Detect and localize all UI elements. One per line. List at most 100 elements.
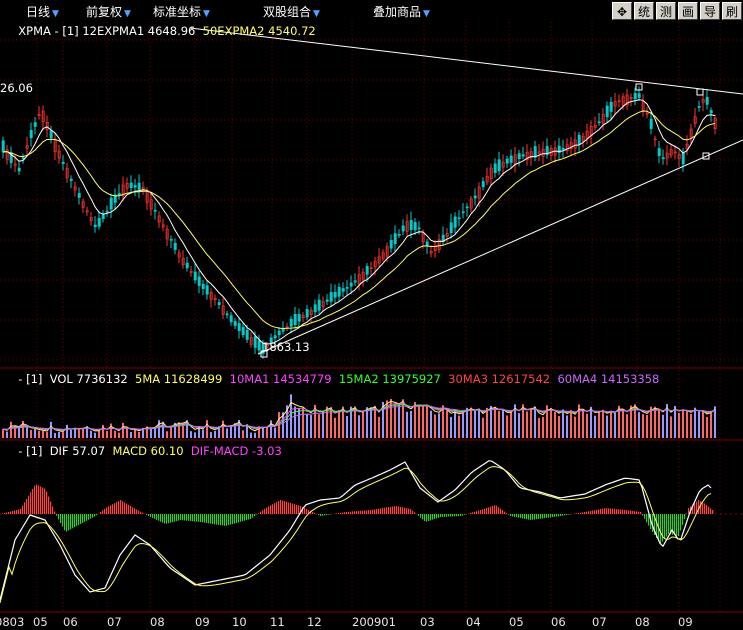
macd-bar bbox=[492, 506, 494, 514]
macd-bar bbox=[118, 501, 120, 514]
export-button[interactable]: 导 bbox=[700, 2, 720, 20]
main-panel-header: XPMA - [1] 12EXPMA1 4648.96 50EXPMA2 454… bbox=[0, 24, 327, 38]
trend-anchor[interactable] bbox=[635, 83, 643, 91]
candle bbox=[481, 181, 485, 188]
volume-bar bbox=[374, 405, 376, 438]
candle bbox=[97, 218, 101, 227]
candle bbox=[141, 187, 145, 190]
macd-bar bbox=[348, 511, 350, 514]
macd-bar bbox=[366, 510, 368, 514]
volume-bar bbox=[138, 431, 140, 438]
stock-chart[interactable]: 26.06 1863.13 XPMA - [1] 12EXPMA1 4648.9… bbox=[0, 22, 743, 630]
period-menu[interactable]: 日线 ▼ bbox=[26, 5, 59, 19]
refresh-button[interactable]: 刷 bbox=[722, 2, 742, 20]
adjust-menu[interactable]: 前复权 ▼ bbox=[86, 5, 131, 19]
time-axis-label: 200901 bbox=[352, 615, 396, 629]
macd-bar bbox=[208, 514, 210, 524]
stats-button[interactable]: 统 bbox=[634, 2, 654, 20]
macd-bar bbox=[246, 514, 248, 521]
volume-bar bbox=[338, 410, 340, 438]
macd-bar bbox=[176, 514, 178, 522]
macd-bar bbox=[272, 504, 274, 514]
macd-bar bbox=[110, 505, 112, 514]
volume-bar bbox=[570, 410, 572, 438]
macd-bar bbox=[418, 514, 420, 516]
macd-bar bbox=[490, 506, 492, 514]
candle bbox=[29, 130, 33, 139]
volume-bar bbox=[330, 407, 332, 438]
candle bbox=[217, 302, 221, 305]
volume-bar bbox=[322, 411, 324, 438]
volume-bar bbox=[346, 415, 348, 438]
macd-bar bbox=[562, 514, 564, 516]
macd-bar bbox=[22, 505, 24, 514]
volume-bar bbox=[142, 427, 144, 438]
candle bbox=[689, 128, 693, 138]
macd-bar bbox=[294, 504, 296, 514]
volume-bar bbox=[686, 411, 688, 438]
macd-bar bbox=[448, 514, 450, 517]
move-cross-icon[interactable]: ✥ bbox=[612, 2, 632, 20]
macd-bar bbox=[638, 511, 640, 514]
trend-anchor[interactable] bbox=[260, 350, 268, 358]
volume-bar bbox=[158, 420, 160, 438]
volume-bar bbox=[590, 406, 592, 438]
macd-bar bbox=[238, 514, 240, 523]
volume-bar bbox=[518, 413, 520, 438]
volume-bar bbox=[42, 430, 44, 438]
volume-bar bbox=[582, 409, 584, 438]
axis-menu[interactable]: 标准坐标 ▼ bbox=[153, 5, 210, 19]
trend-anchor[interactable] bbox=[702, 152, 710, 160]
volume-bar bbox=[362, 411, 364, 438]
volume-bar bbox=[454, 410, 456, 438]
macd-bar bbox=[282, 500, 284, 514]
candle bbox=[205, 285, 209, 295]
candle bbox=[321, 301, 325, 308]
candle bbox=[497, 159, 501, 172]
dual-stock-menu[interactable]: 双股组合 ▼ bbox=[263, 5, 320, 19]
macd-bar bbox=[354, 511, 356, 514]
volume-bar bbox=[382, 401, 384, 438]
volume-bar bbox=[354, 406, 356, 438]
candle bbox=[293, 313, 297, 326]
volume-bar bbox=[506, 415, 508, 438]
volume-bar bbox=[102, 424, 104, 438]
volume-bar bbox=[714, 406, 716, 438]
candle bbox=[661, 157, 665, 160]
candle bbox=[357, 274, 361, 285]
candle bbox=[153, 209, 157, 212]
candle bbox=[49, 130, 53, 138]
macd-bar bbox=[516, 514, 518, 518]
candle bbox=[117, 192, 121, 196]
macd-bar bbox=[438, 514, 440, 518]
draw-button[interactable]: 画 bbox=[678, 2, 698, 20]
macd-bar bbox=[664, 514, 666, 539]
macd-bar bbox=[488, 507, 490, 514]
volume-bar bbox=[502, 409, 504, 438]
volume-bar bbox=[242, 430, 244, 438]
macd-bar bbox=[298, 505, 300, 514]
macd-bar bbox=[342, 512, 344, 514]
volume-bar bbox=[650, 406, 652, 438]
macd-bar bbox=[484, 508, 486, 514]
macd-bar bbox=[128, 504, 130, 514]
volume-bar bbox=[14, 425, 16, 438]
volume-bar bbox=[86, 426, 88, 438]
trend-anchor[interactable] bbox=[696, 88, 704, 96]
macd-bar bbox=[660, 514, 662, 544]
measure-button[interactable]: 测 bbox=[656, 2, 676, 20]
macd-bar bbox=[116, 502, 118, 514]
macd-bar bbox=[132, 507, 134, 514]
macd-bar bbox=[662, 514, 664, 542]
volume-bar bbox=[334, 417, 336, 438]
macd-bar bbox=[512, 514, 514, 517]
macd-bar bbox=[156, 514, 158, 520]
volume-bar bbox=[378, 416, 380, 438]
candle bbox=[505, 158, 509, 164]
volume-bar bbox=[2, 428, 4, 438]
overlay-menu[interactable]: 叠加商品 ▼ bbox=[373, 5, 430, 19]
volume-bar bbox=[6, 431, 8, 438]
volume-bar bbox=[542, 416, 544, 438]
volume-bar bbox=[402, 399, 404, 438]
volume-bar bbox=[110, 423, 112, 438]
